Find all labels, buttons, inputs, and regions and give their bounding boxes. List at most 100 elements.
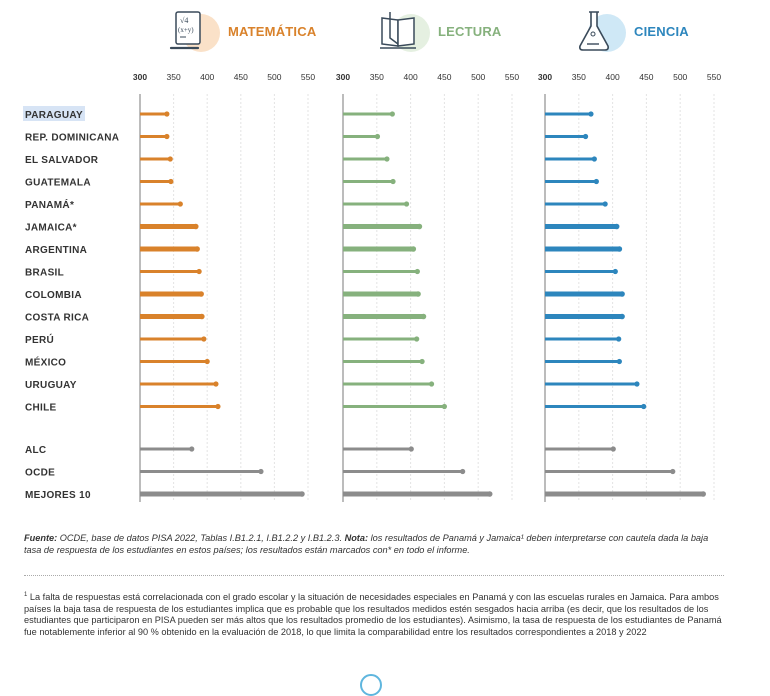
- bar-endpoint: [192, 223, 199, 230]
- bar-endpoint: [410, 246, 417, 252]
- bar-endpoint: [414, 268, 420, 275]
- bar-endpoint: [619, 291, 625, 297]
- highlight-row: [23, 106, 85, 121]
- category-label: OCDE: [25, 468, 55, 479]
- bar-endpoint: [194, 246, 200, 252]
- bar-endpoint: [201, 336, 207, 342]
- bar-endpoint: [416, 223, 423, 230]
- bar-endpoint: [616, 336, 622, 342]
- bar-endpoint: [177, 201, 183, 207]
- bar-endpoint: [602, 201, 608, 207]
- nota-text: los resultados de Panamá y Jamaica¹ debe…: [24, 533, 709, 555]
- category-label: REP. DOMINICANA: [25, 133, 119, 144]
- bar-endpoint: [374, 133, 381, 140]
- bar-endpoint: [390, 178, 396, 185]
- x-tick-label: 300: [133, 72, 147, 82]
- category-label: PERÚ: [25, 333, 54, 346]
- category-label: URUGUAY: [25, 380, 77, 391]
- bar-endpoint: [616, 246, 623, 252]
- x-tick-label: 500: [471, 72, 485, 82]
- bar-endpoint: [591, 156, 597, 162]
- x-tick-label: 350: [370, 72, 384, 82]
- bar-endpoint: [619, 313, 625, 320]
- bar-endpoint: [384, 156, 390, 162]
- bar-endpoint: [588, 111, 594, 117]
- x-tick-label: 400: [404, 72, 418, 82]
- bar-endpoint: [198, 291, 204, 297]
- bar-endpoint: [164, 133, 170, 140]
- category-label: COLOMBIA: [25, 290, 82, 301]
- open-book-icon: [378, 8, 430, 54]
- bar-endpoint: [486, 491, 493, 497]
- x-tick-label: 300: [538, 72, 552, 82]
- bar-endpoint: [258, 468, 264, 475]
- bar-endpoint: [428, 381, 435, 387]
- subject-title-matematica: MATEMÁTICA: [228, 23, 317, 39]
- bar-endpoint: [204, 358, 210, 365]
- bar-endpoint: [164, 111, 170, 117]
- category-label: EL SALVADOR: [25, 155, 99, 166]
- bar-endpoint: [196, 268, 202, 275]
- bar-endpoint: [299, 491, 305, 497]
- chart-header: √4 (x+y) MATEMÁTICA LECTURA: [0, 0, 770, 62]
- x-tick-label: 500: [267, 72, 281, 82]
- category-label: JAMAICA*: [25, 223, 77, 234]
- x-tick-label: 350: [167, 72, 181, 82]
- x-tick-label: 450: [639, 72, 653, 82]
- category-label: BRASIL: [25, 268, 64, 279]
- bar-endpoint: [612, 268, 618, 275]
- nota-label: Nota:: [344, 533, 369, 543]
- subject-header-lectura: LECTURA: [378, 8, 502, 54]
- category-label: CHILE: [25, 403, 57, 414]
- category-label: PANAMÁ*: [25, 198, 74, 211]
- bar-endpoint: [634, 381, 640, 387]
- bar-endpoint: [189, 446, 195, 452]
- bar-endpoint: [415, 291, 421, 297]
- dotted-divider: [24, 575, 724, 576]
- bar-endpoint: [593, 178, 599, 185]
- category-label: GUATEMALA: [25, 178, 91, 189]
- subject-title-lectura: LECTURA: [438, 23, 502, 39]
- category-label: COSTA RICA: [25, 313, 89, 324]
- bar-endpoint: [414, 336, 420, 342]
- x-tick-label: 550: [301, 72, 315, 82]
- bar-endpoint: [215, 403, 221, 410]
- x-tick-label: 350: [572, 72, 586, 82]
- bar-endpoint: [408, 446, 414, 452]
- bar-endpoint: [460, 468, 466, 475]
- bar-endpoint: [610, 446, 616, 452]
- bar-endpoint: [403, 201, 410, 207]
- x-tick-label: 450: [437, 72, 451, 82]
- bar-endpoint: [616, 358, 622, 365]
- bar-endpoint: [168, 178, 174, 185]
- bar-endpoint: [389, 111, 395, 117]
- category-label: MEJORES 10: [25, 490, 91, 501]
- svg-text:√4: √4: [180, 16, 188, 25]
- footnote: 1 La falta de respuestas está correlacio…: [24, 590, 724, 638]
- bar-endpoint: [199, 313, 205, 320]
- source-note: Fuente: OCDE, base de datos PISA 2022, T…: [24, 533, 724, 556]
- x-tick-label: 400: [200, 72, 214, 82]
- page-badge-icon: [360, 674, 382, 696]
- subject-header-matematica: √4 (x+y) MATEMÁTICA: [168, 8, 316, 54]
- bar-endpoint: [613, 223, 620, 230]
- bar-endpoint: [700, 491, 706, 497]
- flask-icon: [574, 8, 626, 54]
- category-label: MÉXICO: [25, 356, 66, 369]
- category-label: ARGENTINA: [25, 245, 87, 256]
- bar-endpoint: [167, 156, 173, 162]
- bar-endpoint: [670, 468, 676, 475]
- svg-text:(x+y): (x+y): [178, 26, 194, 34]
- bar-endpoint: [641, 403, 647, 410]
- fuente-label: Fuente:: [24, 533, 58, 543]
- category-label: PARAGUAY: [25, 110, 83, 121]
- x-tick-label: 400: [606, 72, 620, 82]
- x-tick-label: 550: [707, 72, 721, 82]
- subject-header-ciencia: CIENCIA: [574, 8, 689, 54]
- fuente-text: OCDE, base de datos PISA 2022, Tablas I.…: [57, 533, 345, 543]
- x-tick-label: 450: [234, 72, 248, 82]
- x-tick-label: 550: [505, 72, 519, 82]
- bar-endpoint: [213, 381, 219, 387]
- bar-endpoint: [582, 133, 589, 140]
- category-label: ALC: [25, 445, 46, 456]
